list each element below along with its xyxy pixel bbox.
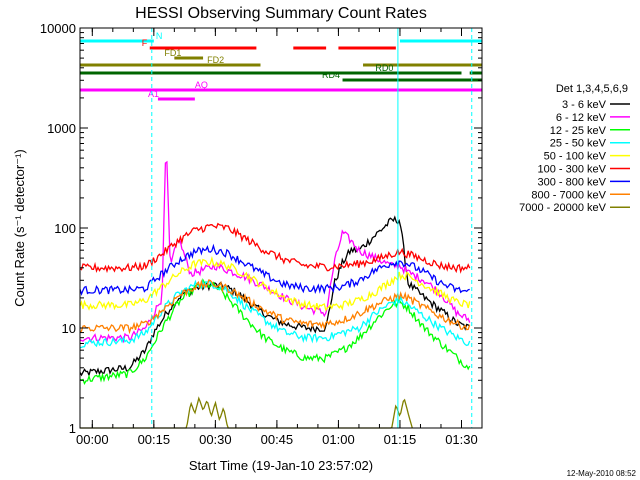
vertical-markers xyxy=(79,28,473,428)
x-axis-label: Start Time (19-Jan-10 23:57:02) xyxy=(189,458,373,473)
footer-timestamp: 12-May-2010 08:52 xyxy=(567,469,637,478)
series-line-7000-20000-kev xyxy=(80,396,413,429)
x-tick-label: 01:30 xyxy=(445,432,478,447)
y-tick-label: 1 xyxy=(69,421,76,436)
flag-label-n: N xyxy=(156,31,163,41)
flag-label-f: F xyxy=(142,38,148,48)
flag-label-fd1: FD1 xyxy=(164,48,181,58)
legend-label-25-50-kev: 25 - 50 keV xyxy=(550,138,607,150)
plot-frame xyxy=(79,27,483,429)
y-tick-label: 10000 xyxy=(40,21,76,36)
y-tick-label: 100 xyxy=(54,221,76,236)
series-line-300-800-kev xyxy=(79,243,470,296)
legend-label-800-7000-kev: 800 - 7000 keV xyxy=(531,189,606,201)
x-tick-label: 00:15 xyxy=(138,432,171,447)
x-tick-label: 00:30 xyxy=(199,432,232,447)
x-tick-label: 00:45 xyxy=(261,432,294,447)
series-line-12-25-kev xyxy=(79,278,471,386)
series-line-50-100-kev xyxy=(79,255,471,313)
series-line-800-7000-kev xyxy=(79,279,471,335)
chart-title: HESSI Observing Summary Count Rates xyxy=(135,5,427,22)
legend-label-3-6-kev: 3 - 6 keV xyxy=(562,99,607,111)
plot-lines xyxy=(79,160,471,429)
axes: 00:00 00:15 00:30 00:45 01:00 01:15 01:30 1 10 10… xyxy=(40,21,482,447)
legend-label-50-100-kev: 50 - 100 keV xyxy=(544,151,607,163)
legend-label-300-800-kev: 300 - 800 keV xyxy=(538,176,607,188)
legend-label-7000-20000-kev: 7000 - 20000 keV xyxy=(519,202,607,214)
flag-bars: NF FD1 FD2 RD0 RD4 AQ A1 xyxy=(80,31,482,101)
flag-label-rd0: RD0 xyxy=(375,63,393,73)
legend-label-12-25-kev: 12 - 25 keV xyxy=(550,125,607,137)
series-line-25-50-kev xyxy=(79,279,471,349)
legend-label-6-12-kev: 6 - 12 keV xyxy=(556,112,607,124)
legend-title: Det 1,3,4,5,6,9 xyxy=(556,83,628,95)
x-tick-label: 01:00 xyxy=(322,432,355,447)
x-tick-label: 01:15 xyxy=(384,432,417,447)
flag-label-a1: A1 xyxy=(148,89,159,99)
y-tick-label: 1000 xyxy=(47,121,76,136)
flag-label-fd2: FD2 xyxy=(207,55,224,65)
y-axis-label: Count Rate (s⁻¹ detector⁻¹) xyxy=(12,149,27,307)
series-line-3-6-kev xyxy=(79,215,471,378)
flag-label-aq: AQ xyxy=(195,80,208,90)
x-tick-label: 00:00 xyxy=(76,432,109,447)
flag-label-rd4: RD4 xyxy=(322,70,340,80)
y-tick-label: 10 xyxy=(62,321,76,336)
series-line-100-300-kev xyxy=(79,222,471,274)
legend-label-100-300-kev: 100 - 300 keV xyxy=(538,164,607,176)
